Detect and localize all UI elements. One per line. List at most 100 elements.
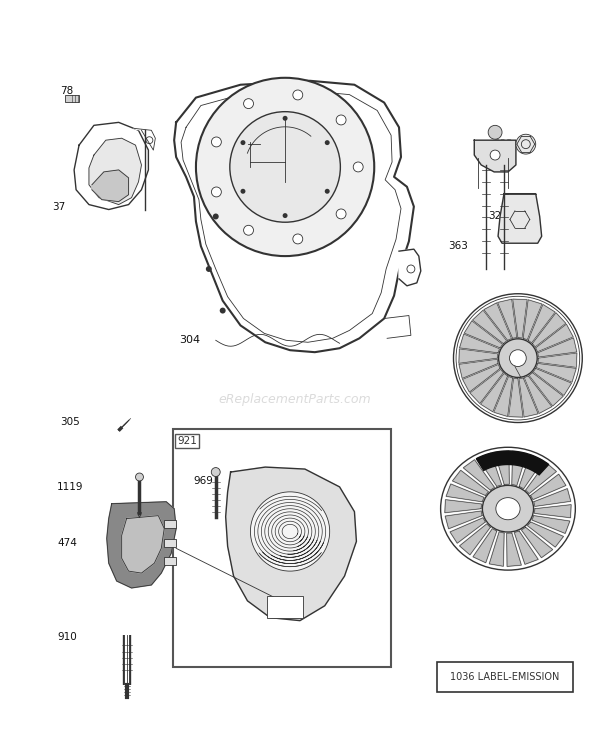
Polygon shape [519, 378, 538, 417]
Text: 23: 23 [441, 502, 454, 512]
Polygon shape [535, 504, 571, 518]
Bar [65, 94, 79, 102]
Polygon shape [526, 463, 556, 493]
Text: 324: 324 [488, 212, 508, 221]
Text: 78: 78 [60, 85, 74, 96]
Circle shape [219, 308, 225, 314]
Circle shape [353, 162, 363, 172]
Polygon shape [453, 470, 489, 496]
Circle shape [241, 189, 245, 194]
Polygon shape [473, 529, 497, 562]
Circle shape [336, 115, 346, 125]
Polygon shape [74, 123, 149, 210]
Polygon shape [133, 129, 155, 150]
Polygon shape [473, 311, 507, 343]
Ellipse shape [483, 485, 533, 532]
Circle shape [516, 134, 536, 154]
Circle shape [293, 90, 303, 100]
Polygon shape [498, 194, 542, 243]
Text: 304: 304 [179, 335, 200, 345]
Polygon shape [484, 303, 512, 340]
Polygon shape [528, 305, 555, 343]
Bar [164, 557, 176, 565]
Polygon shape [470, 369, 503, 403]
Ellipse shape [496, 498, 520, 520]
Text: 332: 332 [493, 139, 513, 149]
Polygon shape [497, 299, 517, 338]
Circle shape [244, 225, 254, 236]
Polygon shape [525, 376, 552, 413]
Polygon shape [107, 502, 176, 588]
Polygon shape [445, 511, 482, 529]
Text: 1036 LABEL-EMISSION: 1036 LABEL-EMISSION [450, 672, 560, 682]
Circle shape [230, 111, 340, 222]
Polygon shape [519, 455, 543, 489]
Polygon shape [463, 365, 500, 392]
Circle shape [488, 126, 502, 139]
Bar [437, 662, 573, 692]
Circle shape [283, 598, 297, 611]
Circle shape [324, 189, 330, 194]
Bar [267, 596, 303, 617]
Polygon shape [513, 299, 527, 338]
Polygon shape [529, 373, 563, 406]
Text: 305: 305 [60, 417, 80, 426]
Circle shape [241, 140, 245, 145]
Circle shape [211, 467, 220, 476]
Circle shape [211, 187, 221, 197]
Circle shape [196, 78, 374, 256]
Bar [164, 539, 176, 548]
Text: 1119: 1119 [57, 482, 84, 492]
Polygon shape [460, 524, 490, 555]
Text: 969: 969 [193, 476, 213, 486]
Polygon shape [538, 353, 577, 367]
Circle shape [206, 266, 212, 272]
Polygon shape [489, 532, 504, 566]
Polygon shape [509, 378, 523, 417]
Polygon shape [507, 533, 522, 566]
Ellipse shape [441, 447, 575, 570]
Text: 1005: 1005 [454, 355, 480, 365]
Circle shape [293, 234, 303, 244]
Polygon shape [536, 324, 573, 351]
Polygon shape [527, 522, 563, 547]
Circle shape [244, 99, 254, 108]
Polygon shape [532, 516, 570, 533]
Text: 921: 921 [177, 436, 197, 447]
Polygon shape [494, 377, 513, 417]
Text: 474: 474 [57, 539, 77, 548]
Polygon shape [494, 451, 509, 484]
Polygon shape [225, 467, 356, 620]
Polygon shape [459, 349, 498, 363]
Polygon shape [89, 138, 142, 204]
Circle shape [213, 213, 219, 219]
Polygon shape [122, 516, 164, 573]
Polygon shape [463, 460, 494, 490]
Polygon shape [445, 499, 481, 513]
Polygon shape [536, 363, 576, 382]
Circle shape [211, 137, 221, 147]
Polygon shape [522, 528, 553, 558]
Polygon shape [474, 140, 516, 172]
Polygon shape [512, 451, 527, 485]
Polygon shape [478, 453, 502, 487]
Polygon shape [174, 81, 414, 352]
Polygon shape [181, 91, 401, 343]
Circle shape [454, 293, 582, 423]
Polygon shape [459, 359, 498, 378]
Polygon shape [476, 451, 549, 475]
Text: 910: 910 [57, 632, 77, 643]
Polygon shape [446, 484, 484, 502]
Circle shape [336, 209, 346, 219]
Circle shape [283, 213, 287, 218]
Text: eReplacementParts.com: eReplacementParts.com [219, 393, 371, 406]
Bar [173, 429, 391, 667]
Polygon shape [460, 334, 500, 353]
Polygon shape [450, 518, 486, 543]
Polygon shape [530, 474, 566, 499]
Polygon shape [537, 338, 577, 357]
Circle shape [499, 339, 537, 377]
Polygon shape [533, 369, 572, 395]
Circle shape [283, 116, 287, 121]
Circle shape [136, 473, 143, 481]
